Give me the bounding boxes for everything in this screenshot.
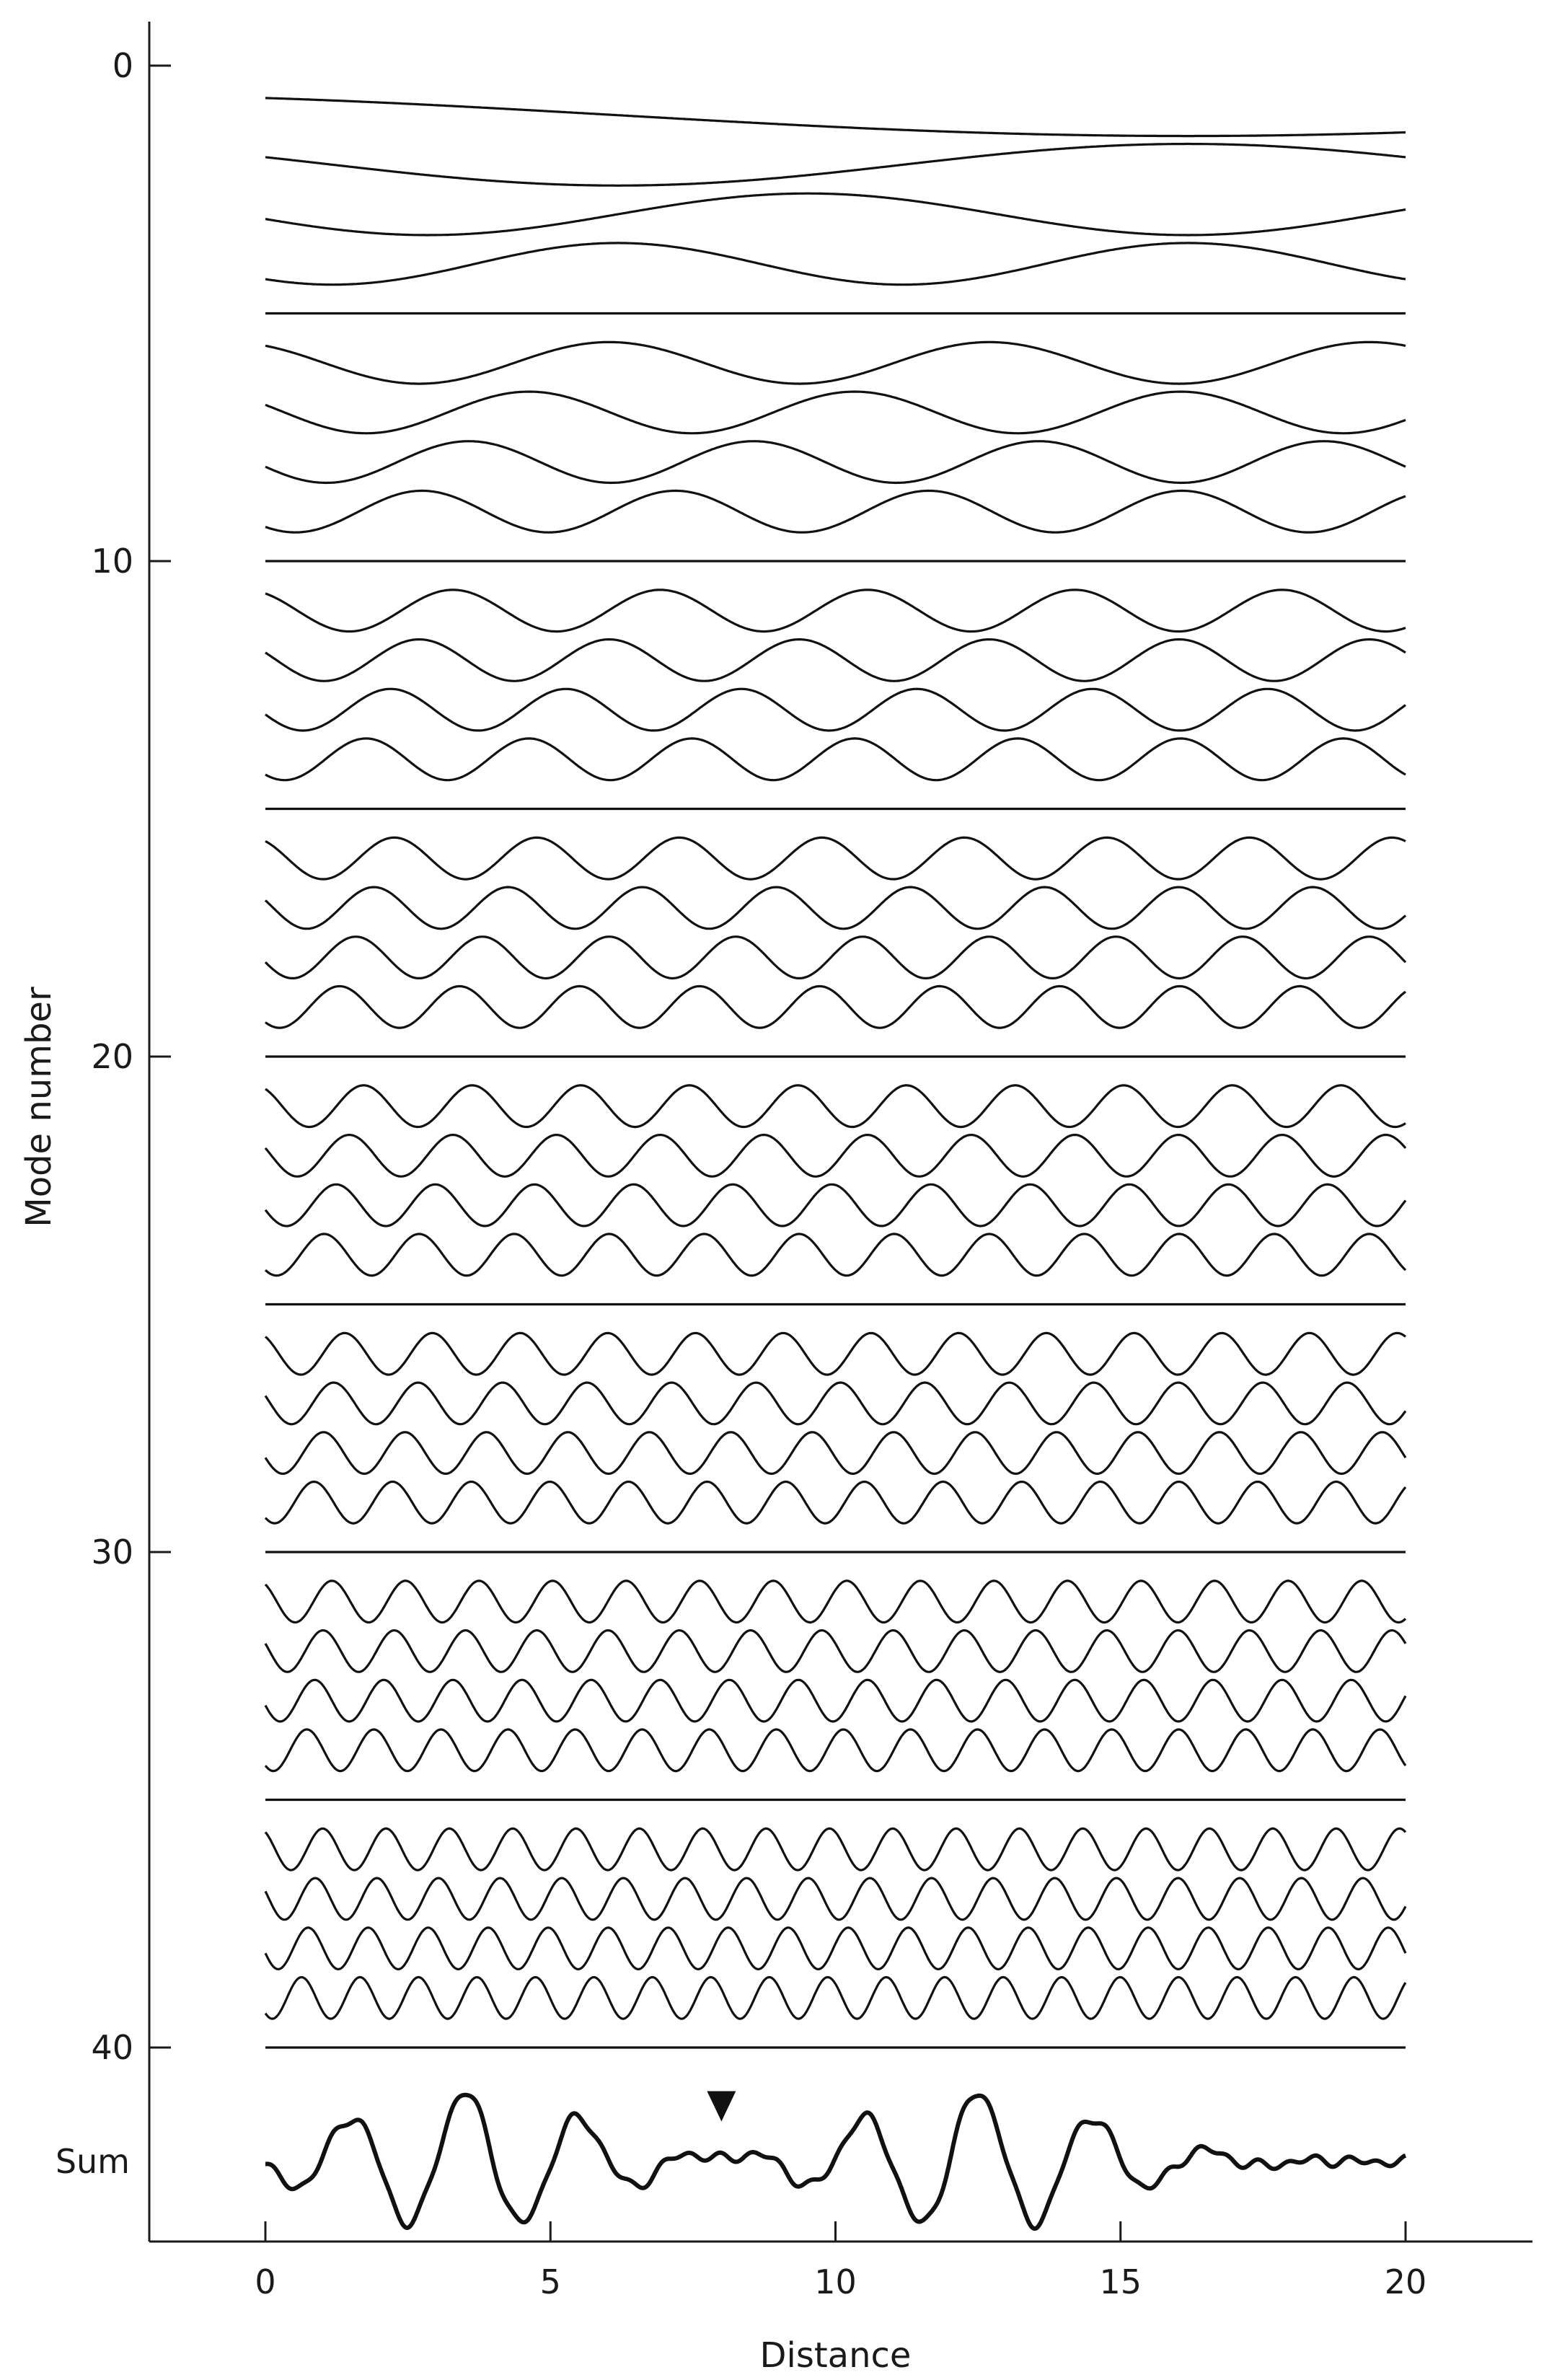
mode-4-wave [265, 242, 1406, 286]
sum-label: Sum [56, 2142, 130, 2181]
mode-8-wave [265, 440, 1406, 485]
y-tick-label-10: 10 [91, 542, 133, 581]
mode-1-wave [265, 97, 1406, 138]
sum-wave [265, 2092, 1407, 2231]
mode-13-wave [265, 687, 1406, 732]
x-tick-label-0: 0 [255, 2262, 275, 2301]
mode-22-wave [264, 1133, 1407, 1178]
mode-28-wave [264, 1431, 1407, 1476]
mode-12-wave [265, 638, 1406, 682]
x-tick-label-10: 10 [814, 2262, 857, 2301]
mode-18-wave [264, 935, 1407, 980]
y-axis-title: Mode number [19, 987, 59, 1228]
mode-7-wave [265, 390, 1406, 435]
mode-27-wave [264, 1381, 1407, 1426]
axis-labels: Mode number Distance Sum [19, 987, 911, 2376]
mode-39-wave [264, 1975, 1407, 2020]
y-tick-label-40: 40 [91, 2028, 133, 2067]
y-tick-label-30: 30 [91, 1533, 133, 1572]
mode-2-wave [265, 142, 1406, 187]
mode-32-wave [264, 1628, 1407, 1673]
y-tick-label-0: 0 [113, 46, 133, 85]
mode-21-wave [265, 1084, 1406, 1129]
mode-3-wave [265, 192, 1406, 237]
x-tick-label-15: 15 [1099, 2262, 1142, 2301]
mode-26-wave [264, 1331, 1406, 1376]
mode-33-wave [264, 1678, 1407, 1723]
mode-19-wave [265, 984, 1406, 1029]
mode-9-wave [265, 489, 1406, 534]
mode-34-wave [264, 1728, 1407, 1773]
mode-17-wave [264, 886, 1407, 930]
y-tick-label-20: 20 [91, 1037, 133, 1076]
mode-23-wave [264, 1183, 1407, 1228]
mode-24-wave [264, 1233, 1407, 1277]
mode-37-wave [264, 1877, 1407, 1921]
mode-36-wave [264, 1827, 1407, 1872]
x-tick-label-5: 5 [540, 2262, 561, 2301]
mode-waves [264, 97, 1407, 2049]
x-tick-label-20: 20 [1385, 2262, 1427, 2301]
mode-14-wave [265, 737, 1406, 782]
sum-wave-group [265, 2091, 1407, 2231]
x-axis-title: Distance [760, 2335, 912, 2376]
mode-38-wave [264, 1926, 1407, 1971]
axes: 0 10 20 30 40 0 5 10 15 20 [91, 22, 1532, 2301]
mode-29-wave [264, 1480, 1407, 1525]
mode-16-wave [265, 836, 1406, 881]
marker-triangle-icon [707, 2091, 736, 2122]
mode-11-wave [265, 589, 1406, 633]
mode-31-wave [264, 1579, 1407, 1624]
mode-6-wave [265, 340, 1406, 385]
